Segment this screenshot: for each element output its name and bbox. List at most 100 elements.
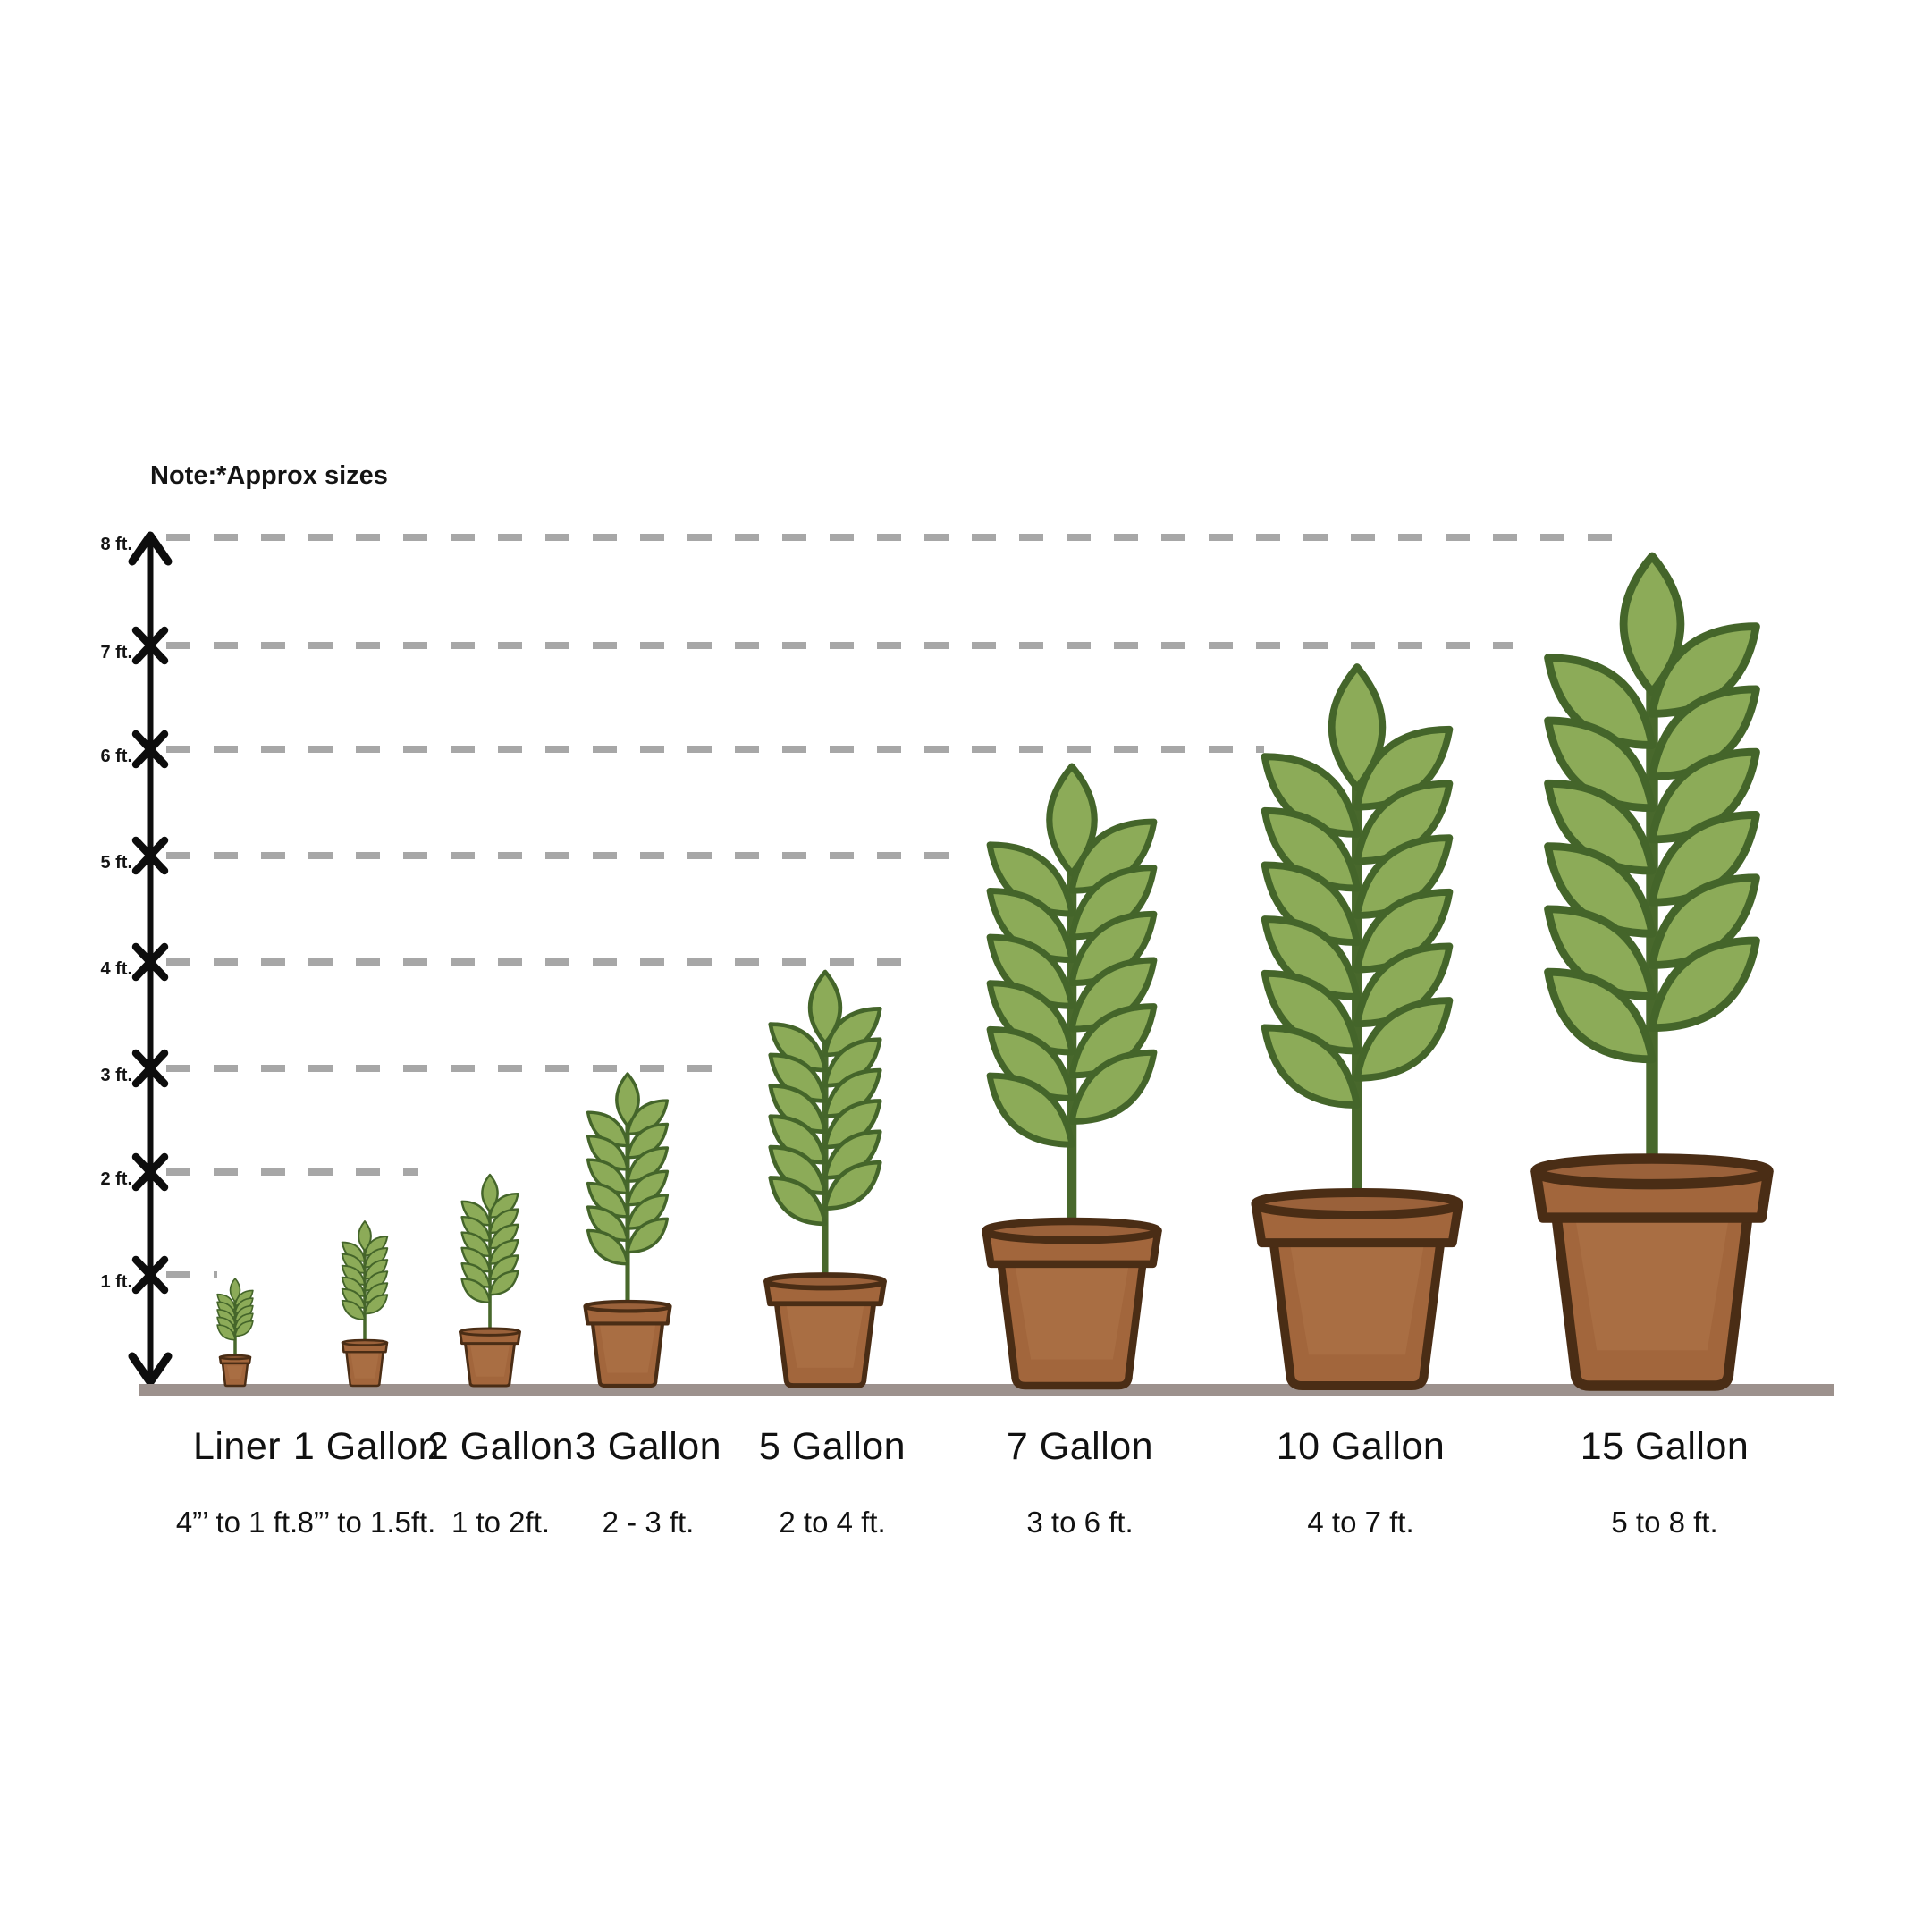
plant-label-15-gallon: 15 Gallon [1580, 1425, 1750, 1468]
axis-x-tick-1ft [131, 1255, 169, 1295]
plant-group-1-gallon [341, 1220, 389, 1388]
leaves [341, 1220, 389, 1320]
pot-highlight [350, 1353, 379, 1379]
leaf-icon [586, 1228, 629, 1266]
leaf-icon [1353, 997, 1454, 1082]
pot-highlight [470, 1344, 510, 1377]
plant-label-2-gallon: 2 Gallon [426, 1425, 575, 1468]
leaf-icon [1261, 1024, 1361, 1109]
pot [583, 1299, 672, 1388]
pot [1530, 1153, 1774, 1391]
leaves [216, 1278, 254, 1341]
pot-highlight [226, 1365, 244, 1379]
axis-x-tick-6ft [131, 730, 169, 769]
plant-group-2-gallon [459, 1173, 521, 1388]
plant-label-5-gallon: 5 Gallon [758, 1425, 906, 1468]
plant-group-7-gallon [982, 763, 1162, 1390]
plant-group-liner [216, 1278, 254, 1388]
pot-mouth [459, 1327, 521, 1337]
leaf-icon [481, 1173, 499, 1213]
approx-sizes-note: Note:*Approx sizes [150, 461, 388, 490]
leaf-icon [234, 1320, 254, 1337]
pot-highlight [1015, 1267, 1129, 1360]
pot-mouth [763, 1272, 887, 1291]
plant-label-liner: Liner [192, 1425, 282, 1468]
axis-arrow-down-icon [128, 1352, 173, 1387]
pot-mouth [218, 1354, 252, 1361]
plant-label-10-gallon: 10 Gallon [1276, 1425, 1446, 1468]
leaf-icon [364, 1294, 389, 1315]
leaf-icon [626, 1217, 670, 1254]
leaf-icon [807, 969, 843, 1046]
plant-size-range-15-gallon: 5 to 8 ft. [1611, 1506, 1718, 1539]
leaf-icon [615, 1072, 640, 1127]
leaf-icon [986, 1072, 1075, 1148]
axis-tick-label-3ft: 3 ft. [100, 1066, 132, 1085]
axis-tick-label-1ft: 1 ft. [100, 1272, 132, 1292]
leaves [1261, 663, 1454, 1109]
plant-group-5-gallon [763, 969, 887, 1388]
axis-x-tick-2ft [131, 1152, 169, 1192]
leaf-icon [1328, 663, 1387, 791]
plant-label-7-gallon: 7 Gallon [1006, 1425, 1154, 1468]
pot-highlight [599, 1324, 656, 1373]
leaves [460, 1173, 519, 1304]
axis-x-tick-3ft [131, 1049, 169, 1088]
pot-highlight [1575, 1221, 1729, 1351]
leaves [986, 763, 1158, 1148]
axis-tick-label-8ft: 8 ft. [100, 535, 132, 554]
axis-arrow-up-icon [128, 531, 173, 566]
pot-mouth [583, 1299, 672, 1313]
plant-label-3-gallon: 3 Gallon [574, 1425, 722, 1468]
pot-mouth [341, 1338, 389, 1346]
leaves [586, 1072, 670, 1266]
axis-x-tick-7ft [131, 626, 169, 665]
axis-tick-label-7ft: 7 ft. [100, 643, 132, 662]
axis-tick-label-2ft: 2 ft. [100, 1169, 132, 1189]
plant-size-range-2-gallon: 1 to 2ft. [451, 1506, 551, 1539]
leaf-icon [1619, 552, 1685, 696]
leaf-icon [822, 1160, 882, 1211]
plant-size-range-10-gallon: 4 to 7 ft. [1307, 1506, 1414, 1539]
plant-size-range-1-gallon: 8”’ to 1.5ft. [297, 1506, 436, 1539]
pot [982, 1217, 1162, 1390]
axis-x-tick-5ft [131, 836, 169, 875]
pot-mouth [1251, 1188, 1463, 1219]
plant-group-10-gallon [1251, 663, 1463, 1390]
pot-mouth [982, 1217, 1162, 1244]
pot-highlight [1290, 1246, 1424, 1355]
plant-group-15-gallon [1530, 552, 1774, 1391]
leaf-icon [1068, 1049, 1158, 1125]
axis-tick-label-4ft: 4 ft. [100, 959, 132, 979]
plant-label-1-gallon: 1 Gallon [292, 1425, 441, 1468]
leaves [1544, 552, 1760, 1064]
pot [1251, 1188, 1463, 1390]
axis-tick-label-6ft: 6 ft. [100, 747, 132, 766]
plant-size-range-3-gallon: 2 - 3 ft. [602, 1506, 695, 1539]
leaf-icon [358, 1220, 372, 1252]
leaf-icon [488, 1270, 519, 1296]
pot [341, 1338, 389, 1388]
pot-mouth [1530, 1153, 1774, 1190]
plant-group-3-gallon [583, 1072, 672, 1388]
pot-highlight [786, 1305, 864, 1368]
pot [218, 1354, 252, 1388]
plant-size-range-7-gallon: 3 to 6 ft. [1026, 1506, 1134, 1539]
plant-size-range-5-gallon: 2 to 4 ft. [779, 1506, 886, 1539]
axis-tick-label-5ft: 5 ft. [100, 853, 132, 873]
pot [763, 1272, 887, 1388]
axis-x-tick-4ft [131, 942, 169, 982]
plant-size-range-liner: 4”’ to 1 ft. [175, 1506, 299, 1539]
leaf-icon [1648, 936, 1760, 1033]
pot [459, 1327, 521, 1388]
leaf-icon [1046, 763, 1098, 877]
leaf-icon [1544, 967, 1657, 1064]
leaves [768, 969, 882, 1227]
leaf-icon [341, 1299, 366, 1320]
leaf-icon [768, 1176, 828, 1227]
measure-axis [128, 531, 173, 1387]
leaf-icon [460, 1278, 492, 1304]
leaf-icon [216, 1324, 236, 1341]
